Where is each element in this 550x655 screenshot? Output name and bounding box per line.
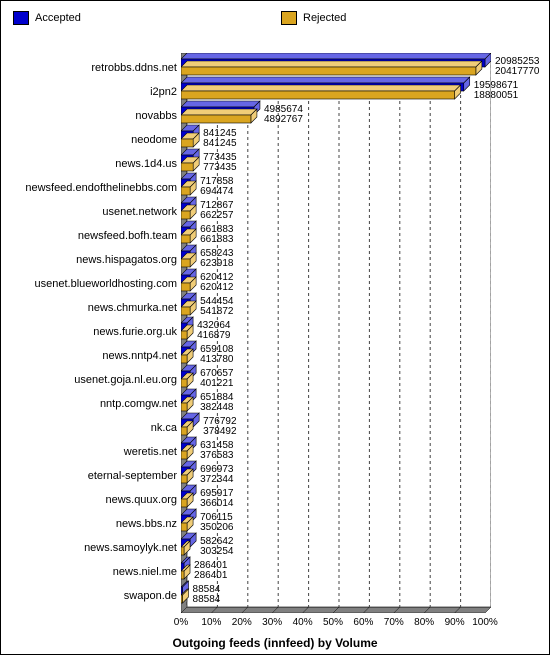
value-bottom: 401221 (200, 379, 233, 389)
value-bottom: 372344 (200, 475, 233, 485)
x-tick-label: 20% (232, 617, 252, 628)
x-tick-label: 40% (293, 617, 313, 628)
category-label: usenet.goja.nl.eu.org (74, 374, 177, 386)
category-label: swapon.de (124, 590, 177, 602)
x-tick-label: 0% (174, 617, 188, 628)
category-label: neodome (131, 134, 177, 146)
value-bottom: 303254 (200, 547, 233, 557)
swatch-accepted (13, 11, 29, 25)
value-bottom: 20417770 (495, 67, 540, 77)
x-tick-label: 90% (445, 617, 465, 628)
x-tick-label: 50% (323, 617, 343, 628)
value-bottom: 378492 (203, 427, 236, 437)
value-bottom: 662257 (200, 211, 233, 221)
value-bottom: 376583 (200, 451, 233, 461)
value-bottom: 620412 (200, 283, 233, 293)
category-label: usenet.blueworldhosting.com (35, 278, 177, 290)
category-label: retrobbs.ddns.net (91, 62, 177, 74)
category-label: news.niel.me (113, 566, 177, 578)
category-label: nk.ca (151, 422, 177, 434)
value-bottom: 694474 (200, 187, 233, 197)
x-tick-label: 70% (384, 617, 404, 628)
y-axis-labels: retrobbs.ddns.net i2pn2 novabbs neodome news… (1, 53, 177, 613)
x-axis-ticks: 0%10%20%30%40%50%60%70%80%90%100% (181, 617, 491, 631)
category-label: news.samoylyk.net (84, 542, 177, 554)
value-bottom: 286401 (194, 571, 227, 581)
value-bottom: 18880051 (474, 91, 519, 101)
value-bottom: 773435 (203, 163, 236, 173)
value-bottom: 541872 (200, 307, 233, 317)
value-bottom: 661883 (200, 235, 233, 245)
x-tick-label: 30% (262, 617, 282, 628)
x-tick-label: 100% (472, 617, 498, 628)
category-label: weretis.net (124, 446, 177, 458)
chart-frame: Accepted Rejected retrobbs.ddns.net i2pn2… (0, 0, 550, 655)
swatch-rejected (281, 11, 297, 25)
legend-accepted: Accepted (13, 11, 81, 25)
value-bottom: 4892767 (264, 115, 303, 125)
category-label: i2pn2 (150, 86, 177, 98)
legend-rejected: Rejected (281, 11, 346, 25)
x-tick-label: 60% (353, 617, 373, 628)
category-label: newsfeed.endofthelinebbs.com (25, 182, 177, 194)
category-label: news.hispagatos.org (76, 254, 177, 266)
legend-rejected-label: Rejected (303, 12, 346, 24)
value-bottom: 366014 (200, 499, 233, 509)
value-bottom: 416879 (197, 331, 230, 341)
category-label: eternal-september (88, 470, 177, 482)
category-label: news.chmurka.net (88, 302, 177, 314)
legend-accepted-label: Accepted (35, 12, 81, 24)
category-label: novabbs (135, 110, 177, 122)
value-bottom: 350206 (200, 523, 233, 533)
value-bottom: 88584 (193, 595, 221, 605)
category-label: newsfeed.bofh.team (78, 230, 177, 242)
category-label: news.nntp4.net (102, 350, 177, 362)
x-tick-label: 10% (201, 617, 221, 628)
category-label: news.furie.org.uk (93, 326, 177, 338)
category-label: usenet.network (102, 206, 177, 218)
value-bottom: 841245 (203, 139, 236, 149)
value-bottom: 382448 (200, 403, 233, 413)
x-axis-title: Outgoing feeds (innfeed) by Volume (1, 636, 549, 650)
category-label: news.quux.org (105, 494, 177, 506)
x-tick-label: 80% (414, 617, 434, 628)
category-label: news.bbs.nz (116, 518, 177, 530)
value-bottom: 623918 (200, 259, 233, 269)
category-label: news.1d4.us (115, 158, 177, 170)
category-label: nntp.comgw.net (100, 398, 177, 410)
value-bottom: 413780 (200, 355, 233, 365)
